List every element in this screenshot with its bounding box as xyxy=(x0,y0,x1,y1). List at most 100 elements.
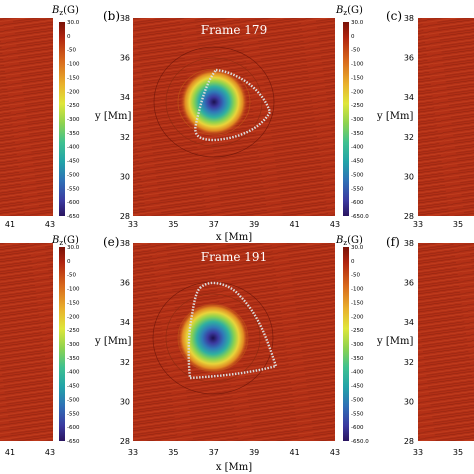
x-tick-label: 41 xyxy=(290,220,300,229)
colorbar-tick-label: -300 xyxy=(351,117,364,123)
panel-label-b: (b) xyxy=(103,9,120,23)
panel-e-sunspot xyxy=(177,302,249,374)
y-tick-label: 30 xyxy=(404,397,414,406)
colorbar-tick-label: -450 xyxy=(67,384,80,390)
frame-title-b: Frame 179 xyxy=(201,23,267,37)
panel-label-c: (c) xyxy=(386,9,402,23)
colorbar-tick-label: 30.0 xyxy=(351,245,364,251)
colorbar-tick-label: -200 xyxy=(351,314,364,320)
colorbar-tick-label: 0 xyxy=(67,259,71,265)
colorbar-tick-label: -450 xyxy=(351,159,364,165)
colorbar-title-d: Bz(G) xyxy=(51,235,79,247)
x-tick-label: 43 xyxy=(45,220,55,229)
colorbar-tick-label: -500 xyxy=(351,172,364,178)
colorbar-tick-label: -600 xyxy=(351,425,364,431)
y-tick-label: 32 xyxy=(404,133,414,142)
panel-b-flux-loop xyxy=(194,68,272,142)
colorbar-tick-label: -400 xyxy=(351,370,364,376)
colorbar-tick-label: -200 xyxy=(67,314,80,320)
y-tick-label: 28 xyxy=(404,212,414,221)
colorbar-tick-label: -500 xyxy=(67,172,80,178)
colorbar-tick-label: -550 xyxy=(351,411,364,417)
colorbar-tick-label: -150 xyxy=(67,300,80,306)
y-tick-label: 28 xyxy=(404,437,414,446)
y-tick-label: 38 xyxy=(404,14,414,23)
colorbar-tick-label: 0 xyxy=(351,259,355,265)
x-tick-label: 43 xyxy=(330,448,340,457)
colorbar-tick-label: -150 xyxy=(67,75,80,81)
panel-e xyxy=(133,243,335,441)
x-tick-label: 39 xyxy=(249,220,259,229)
colorbar-tick-label: 30.0 xyxy=(67,245,80,251)
x-tick-label: 35 xyxy=(168,448,178,457)
colorbar-tick-label: 30.0 xyxy=(67,20,80,26)
colorbar-tick-label: -100 xyxy=(351,62,364,68)
colorbar-tick-label: -550 xyxy=(67,411,80,417)
colorbar-tick-label: -350 xyxy=(67,131,80,137)
y-tick-label: 32 xyxy=(120,133,130,142)
y-tick-label: 34 xyxy=(404,318,414,327)
colorbar-tick-label: 30.0 xyxy=(351,20,364,26)
colorbar-tick-label: -600 xyxy=(67,425,80,431)
y-tick-label: 36 xyxy=(120,54,130,63)
colorbar-tick-label: 0 xyxy=(351,34,355,40)
panel-e-flux-loop xyxy=(187,281,278,380)
y-axis-label-b: y [Mm] xyxy=(94,111,131,122)
colorbar-title-e: Bz(G) xyxy=(335,235,363,247)
colorbar-a xyxy=(59,22,65,216)
colorbar-tick-label: -200 xyxy=(67,89,80,95)
colorbar-tick-label: -350 xyxy=(351,131,364,137)
y-tick-label: 36 xyxy=(404,279,414,288)
y-tick-label: 32 xyxy=(120,358,130,367)
x-tick-label: 33 xyxy=(128,448,138,457)
y-tick-label: 36 xyxy=(404,54,414,63)
y-tick-label: 28 xyxy=(120,437,130,446)
colorbar-tick-label: -450 xyxy=(67,159,80,165)
colorbar-tick-label: -250 xyxy=(351,328,364,334)
y-tick-label: 38 xyxy=(120,239,130,248)
panel-f-image xyxy=(418,243,474,441)
colorbar-d xyxy=(59,247,65,441)
y-tick-label: 34 xyxy=(120,93,130,102)
y-tick-label: 30 xyxy=(120,172,130,181)
colorbar-tick-label: -200 xyxy=(351,89,364,95)
colorbar-tick-label: -100 xyxy=(351,287,364,293)
colorbar-tick-label: -300 xyxy=(67,117,80,123)
colorbar-tick-label: -300 xyxy=(351,342,364,348)
y-tick-label: 36 xyxy=(120,279,130,288)
x-axis-label-top: x [Mm] xyxy=(216,232,252,243)
x-tick-label: 37 xyxy=(209,448,219,457)
colorbar-tick-label: -550 xyxy=(351,186,364,192)
x-tick-label: 43 xyxy=(330,220,340,229)
colorbar-tick-label: -50 xyxy=(67,273,76,279)
colorbar-tick-label: -650 xyxy=(67,439,80,445)
colorbar-tick-label: -250 xyxy=(351,103,364,109)
colorbar-e xyxy=(343,247,349,441)
colorbar-tick-label: -250 xyxy=(67,103,80,109)
colorbar-title-b: Bz(G) xyxy=(335,5,363,17)
panel-c-image xyxy=(418,18,474,216)
y-tick-label: 34 xyxy=(404,93,414,102)
tick-labels: 38 38 36 36 34 34 32 32 30 30 28 28 38 38 36 36 34 34 32 32… xyxy=(5,14,463,457)
x-tick-label: 33 xyxy=(128,220,138,229)
panel-b xyxy=(133,18,335,216)
panel-a-image xyxy=(0,18,53,216)
colorbar-tick-label: -500 xyxy=(67,397,80,403)
x-tick-label: 41 xyxy=(290,448,300,457)
y-tick-label: 34 xyxy=(120,318,130,327)
colorbar-tick-label: -50 xyxy=(67,48,76,54)
colorbar-tick-label: -350 xyxy=(351,356,364,362)
colorbar-tick-label: -250 xyxy=(67,328,80,334)
colorbar-tick-label: -650.0 xyxy=(351,439,369,445)
colorbar-tick-label: -450 xyxy=(351,384,364,390)
x-tick-label: 35 xyxy=(453,220,463,229)
y-axis-label-f: y [Mm] xyxy=(376,336,413,347)
x-tick-label: 33 xyxy=(413,220,423,229)
y-tick-label: 38 xyxy=(120,14,130,23)
y-tick-label: 38 xyxy=(404,239,414,248)
colorbar-tick-label: -100 xyxy=(67,287,80,293)
y-tick-label: 32 xyxy=(404,358,414,367)
x-tick-label: 33 xyxy=(413,448,423,457)
x-tick-label: 41 xyxy=(5,448,15,457)
colorbar-tick-label: -550 xyxy=(67,186,80,192)
